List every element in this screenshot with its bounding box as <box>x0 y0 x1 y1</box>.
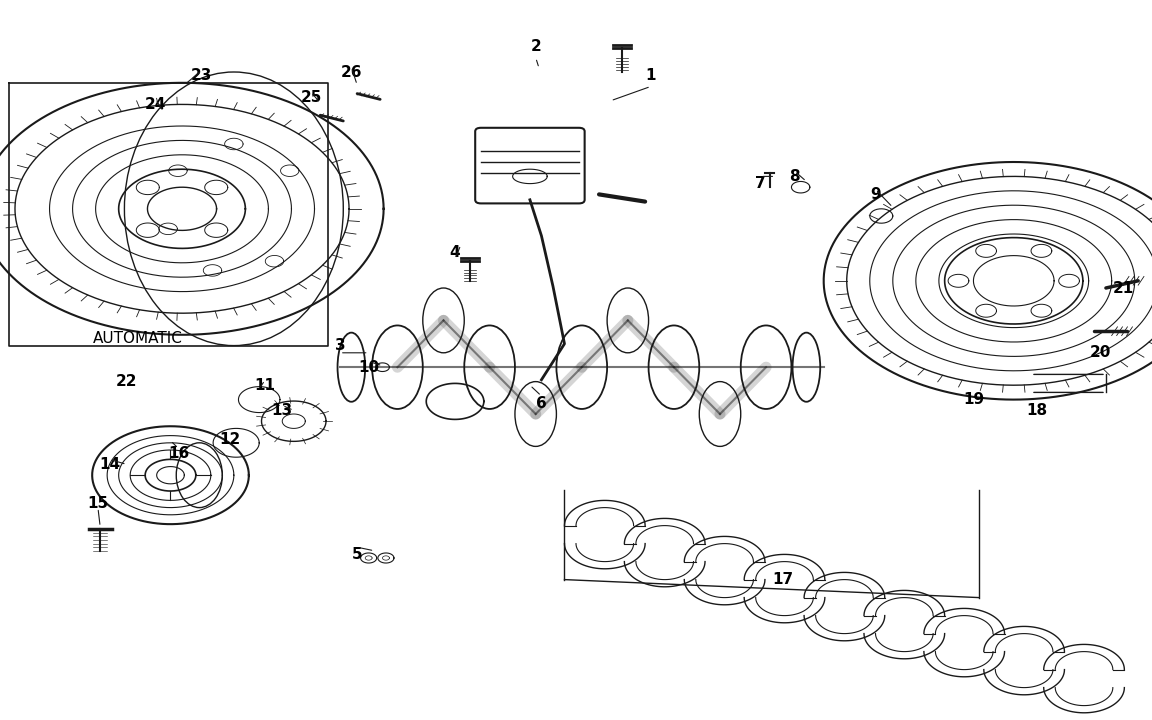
Text: 4: 4 <box>449 245 461 259</box>
Text: 3: 3 <box>334 338 346 353</box>
Text: 7: 7 <box>755 176 766 191</box>
Text: 16: 16 <box>168 446 189 461</box>
Text: 17: 17 <box>773 572 794 587</box>
Text: AUTOMATIC: AUTOMATIC <box>93 331 183 346</box>
Text: 6: 6 <box>536 396 547 410</box>
Text: 15: 15 <box>88 497 108 511</box>
Text: 9: 9 <box>870 187 881 202</box>
Text: 21: 21 <box>1113 281 1134 295</box>
Text: 14: 14 <box>99 457 120 472</box>
Text: 18: 18 <box>1026 403 1047 418</box>
Text: 8: 8 <box>789 169 801 184</box>
Text: 19: 19 <box>963 392 984 407</box>
Text: 23: 23 <box>191 68 212 83</box>
Text: 13: 13 <box>272 403 293 418</box>
Text: 5: 5 <box>351 547 363 562</box>
Text: 25: 25 <box>301 90 321 104</box>
Text: 22: 22 <box>116 374 137 389</box>
Text: 26: 26 <box>341 65 362 79</box>
Text: 1: 1 <box>645 68 657 83</box>
Text: 2: 2 <box>530 40 541 54</box>
Text: 24: 24 <box>145 97 166 112</box>
Text: 10: 10 <box>358 360 379 374</box>
Text: 12: 12 <box>220 432 241 446</box>
Text: 11: 11 <box>255 378 275 392</box>
Text: 20: 20 <box>1090 346 1111 360</box>
